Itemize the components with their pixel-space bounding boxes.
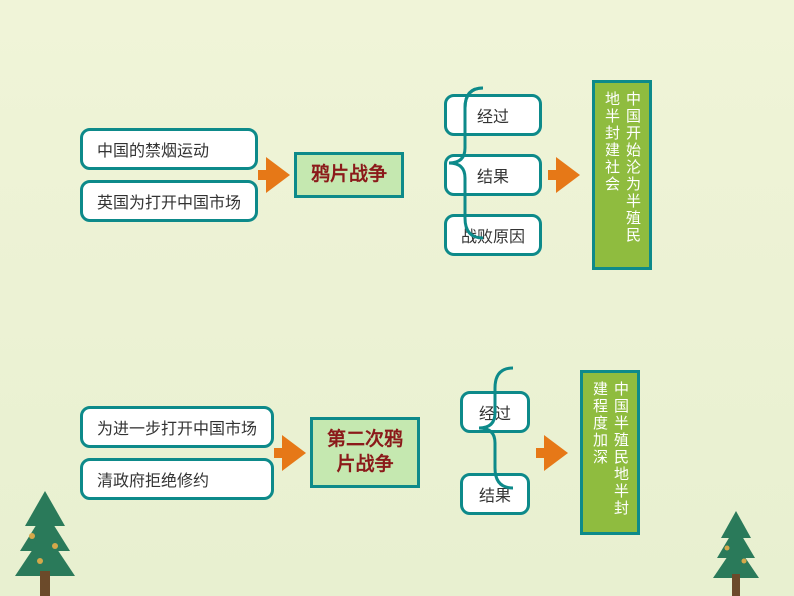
flow-section-2: 为进一步打开中国市场 清政府拒绝修约 第二次鸦片战争 经过 结果 中国半殖民地半… — [80, 370, 640, 535]
center-box-2: 第二次鸦片战争 — [310, 417, 420, 488]
tree-decoration-icon — [709, 506, 764, 596]
arrow-right-icon — [266, 157, 290, 193]
arrow-right-icon — [544, 435, 568, 471]
arrow-right-icon — [282, 435, 306, 471]
input-box: 中国的禁烟运动 — [80, 128, 258, 170]
result-box-2: 中国半殖民地半封建程度加深 — [580, 370, 640, 535]
input-box: 为进一步打开中国市场 — [80, 406, 274, 448]
input-box: 清政府拒绝修约 — [80, 458, 274, 500]
bracket-icon — [447, 78, 483, 248]
tree-decoration-icon — [10, 486, 80, 596]
arrow-right-icon — [556, 157, 580, 193]
flow-section-1: 中国的禁烟运动 英国为打开中国市场 鸦片战争 经过 结果 战败原因 中国开始沦为… — [80, 80, 652, 270]
bracket-icon — [477, 358, 513, 498]
center-box-1: 鸦片战争 — [294, 152, 404, 199]
inputs-group-2: 为进一步打开中国市场 清政府拒绝修约 — [80, 406, 274, 500]
result-box-1: 中国开始沦为半殖民地半封建社会 — [592, 80, 652, 270]
input-box: 英国为打开中国市场 — [80, 180, 258, 222]
inputs-group-1: 中国的禁烟运动 英国为打开中国市场 — [80, 128, 258, 222]
